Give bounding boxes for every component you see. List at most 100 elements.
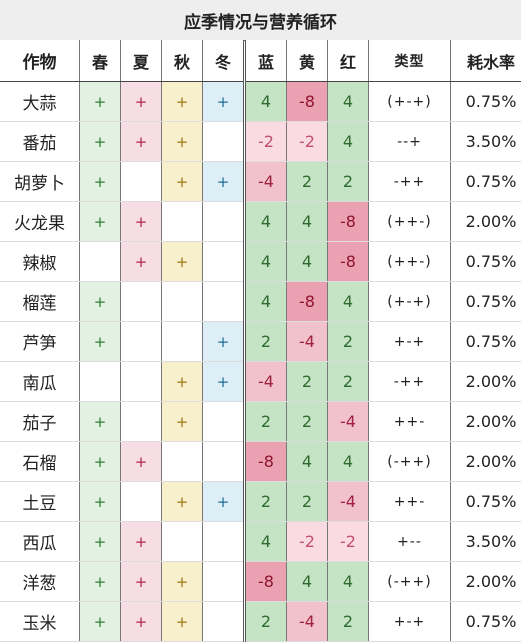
yellow-value-cell: -8 <box>287 82 328 122</box>
autumn-cell <box>162 322 203 362</box>
summer-cell: + <box>121 602 162 642</box>
autumn-cell <box>162 522 203 562</box>
spring-cell: + <box>80 122 121 162</box>
autumn-cell <box>162 442 203 482</box>
rate-cell: 0.75% <box>451 322 521 362</box>
winter-cell: + <box>203 162 245 202</box>
red-value-cell: 4 <box>328 122 369 162</box>
summer-cell <box>121 322 162 362</box>
spring-cell <box>80 362 121 402</box>
crop-name: 大蒜 <box>0 82 80 122</box>
rate-cell: 2.00% <box>451 402 521 442</box>
rate-cell: 2.00% <box>451 562 521 602</box>
winter-cell <box>203 202 245 242</box>
red-value-cell: -4 <box>328 402 369 442</box>
header-autumn: 秋 <box>162 40 203 82</box>
type-cell: (++-) <box>369 242 451 282</box>
yellow-value-cell: 4 <box>287 562 328 602</box>
rate-cell: 2.00% <box>451 362 521 402</box>
type-cell: +-+ <box>369 322 451 362</box>
autumn-cell <box>162 202 203 242</box>
red-value-cell: 4 <box>328 442 369 482</box>
yellow-value-cell: -2 <box>287 522 328 562</box>
spring-cell: + <box>80 282 121 322</box>
winter-cell <box>203 562 245 602</box>
blue-value-cell: 4 <box>245 522 287 562</box>
autumn-cell: + <box>162 482 203 522</box>
yellow-value-cell: 2 <box>287 402 328 442</box>
autumn-cell: + <box>162 602 203 642</box>
rate-cell: 0.75% <box>451 242 521 282</box>
rate-cell: 2.00% <box>451 442 521 482</box>
rate-cell: 0.75% <box>451 162 521 202</box>
spring-cell: + <box>80 522 121 562</box>
winter-cell <box>203 242 245 282</box>
type-cell: +-+ <box>369 602 451 642</box>
header-yellow: 黄 <box>287 40 328 82</box>
summer-cell: + <box>121 562 162 602</box>
blue-value-cell: 2 <box>245 482 287 522</box>
red-value-cell: 2 <box>328 362 369 402</box>
red-value-cell: 2 <box>328 162 369 202</box>
blue-value-cell: -8 <box>245 562 287 602</box>
autumn-cell: + <box>162 82 203 122</box>
summer-cell <box>121 482 162 522</box>
crop-name: 番茄 <box>0 122 80 162</box>
crop-name: 芦笋 <box>0 322 80 362</box>
red-value-cell: 4 <box>328 82 369 122</box>
autumn-cell: + <box>162 402 203 442</box>
crop-name: 石榴 <box>0 442 80 482</box>
blue-value-cell: -4 <box>245 362 287 402</box>
crop-name: 南瓜 <box>0 362 80 402</box>
yellow-value-cell: -2 <box>287 122 328 162</box>
table-row: 西瓜++4-2-2+--3.50% <box>0 522 521 562</box>
yellow-value-cell: 4 <box>287 242 328 282</box>
crop-name: 玉米 <box>0 602 80 642</box>
type-cell: (+-+) <box>369 282 451 322</box>
type-cell: (++-) <box>369 202 451 242</box>
autumn-cell <box>162 282 203 322</box>
red-value-cell: -8 <box>328 202 369 242</box>
header-blue: 蓝 <box>245 40 287 82</box>
red-value-cell: 4 <box>328 282 369 322</box>
type-cell: ++- <box>369 402 451 442</box>
header-winter: 冬 <box>203 40 245 82</box>
spring-cell: + <box>80 442 121 482</box>
spring-cell: + <box>80 162 121 202</box>
red-value-cell: 2 <box>328 602 369 642</box>
winter-cell <box>203 602 245 642</box>
crop-name: 土豆 <box>0 482 80 522</box>
blue-value-cell: 4 <box>245 82 287 122</box>
summer-cell <box>121 282 162 322</box>
type-cell: -++ <box>369 162 451 202</box>
spring-cell: + <box>80 202 121 242</box>
blue-value-cell: -4 <box>245 162 287 202</box>
autumn-cell: + <box>162 122 203 162</box>
yellow-value-cell: 2 <box>287 162 328 202</box>
blue-value-cell: -8 <box>245 442 287 482</box>
spring-cell: + <box>80 482 121 522</box>
winter-cell <box>203 402 245 442</box>
crop-name: 榴莲 <box>0 282 80 322</box>
autumn-cell: + <box>162 362 203 402</box>
type-cell: ++- <box>369 482 451 522</box>
red-value-cell: 4 <box>328 562 369 602</box>
header-spring: 春 <box>80 40 121 82</box>
crop-name: 茄子 <box>0 402 80 442</box>
spring-cell: + <box>80 402 121 442</box>
yellow-value-cell: 2 <box>287 362 328 402</box>
spring-cell: + <box>80 322 121 362</box>
rate-cell: 0.75% <box>451 482 521 522</box>
spring-cell <box>80 242 121 282</box>
red-value-cell: -4 <box>328 482 369 522</box>
red-value-cell: -2 <box>328 522 369 562</box>
spring-cell: + <box>80 82 121 122</box>
